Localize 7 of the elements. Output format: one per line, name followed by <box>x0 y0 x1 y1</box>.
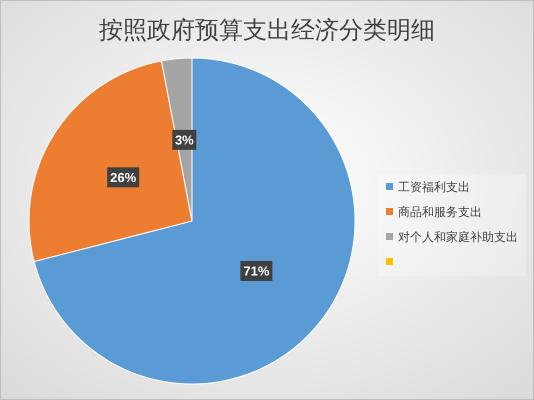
data-label: 3% <box>174 132 194 148</box>
legend-label: 商品和服务支出 <box>398 205 482 219</box>
slice-label: 工资福利支出 <box>398 180 470 194</box>
data-label: 26% <box>110 170 137 185</box>
legend-label: 对个人和家庭补助支出 <box>398 230 518 244</box>
data-label: 71% <box>243 263 270 278</box>
chart-title: 按照政府预算支出经济分类明细 <box>99 16 435 44</box>
